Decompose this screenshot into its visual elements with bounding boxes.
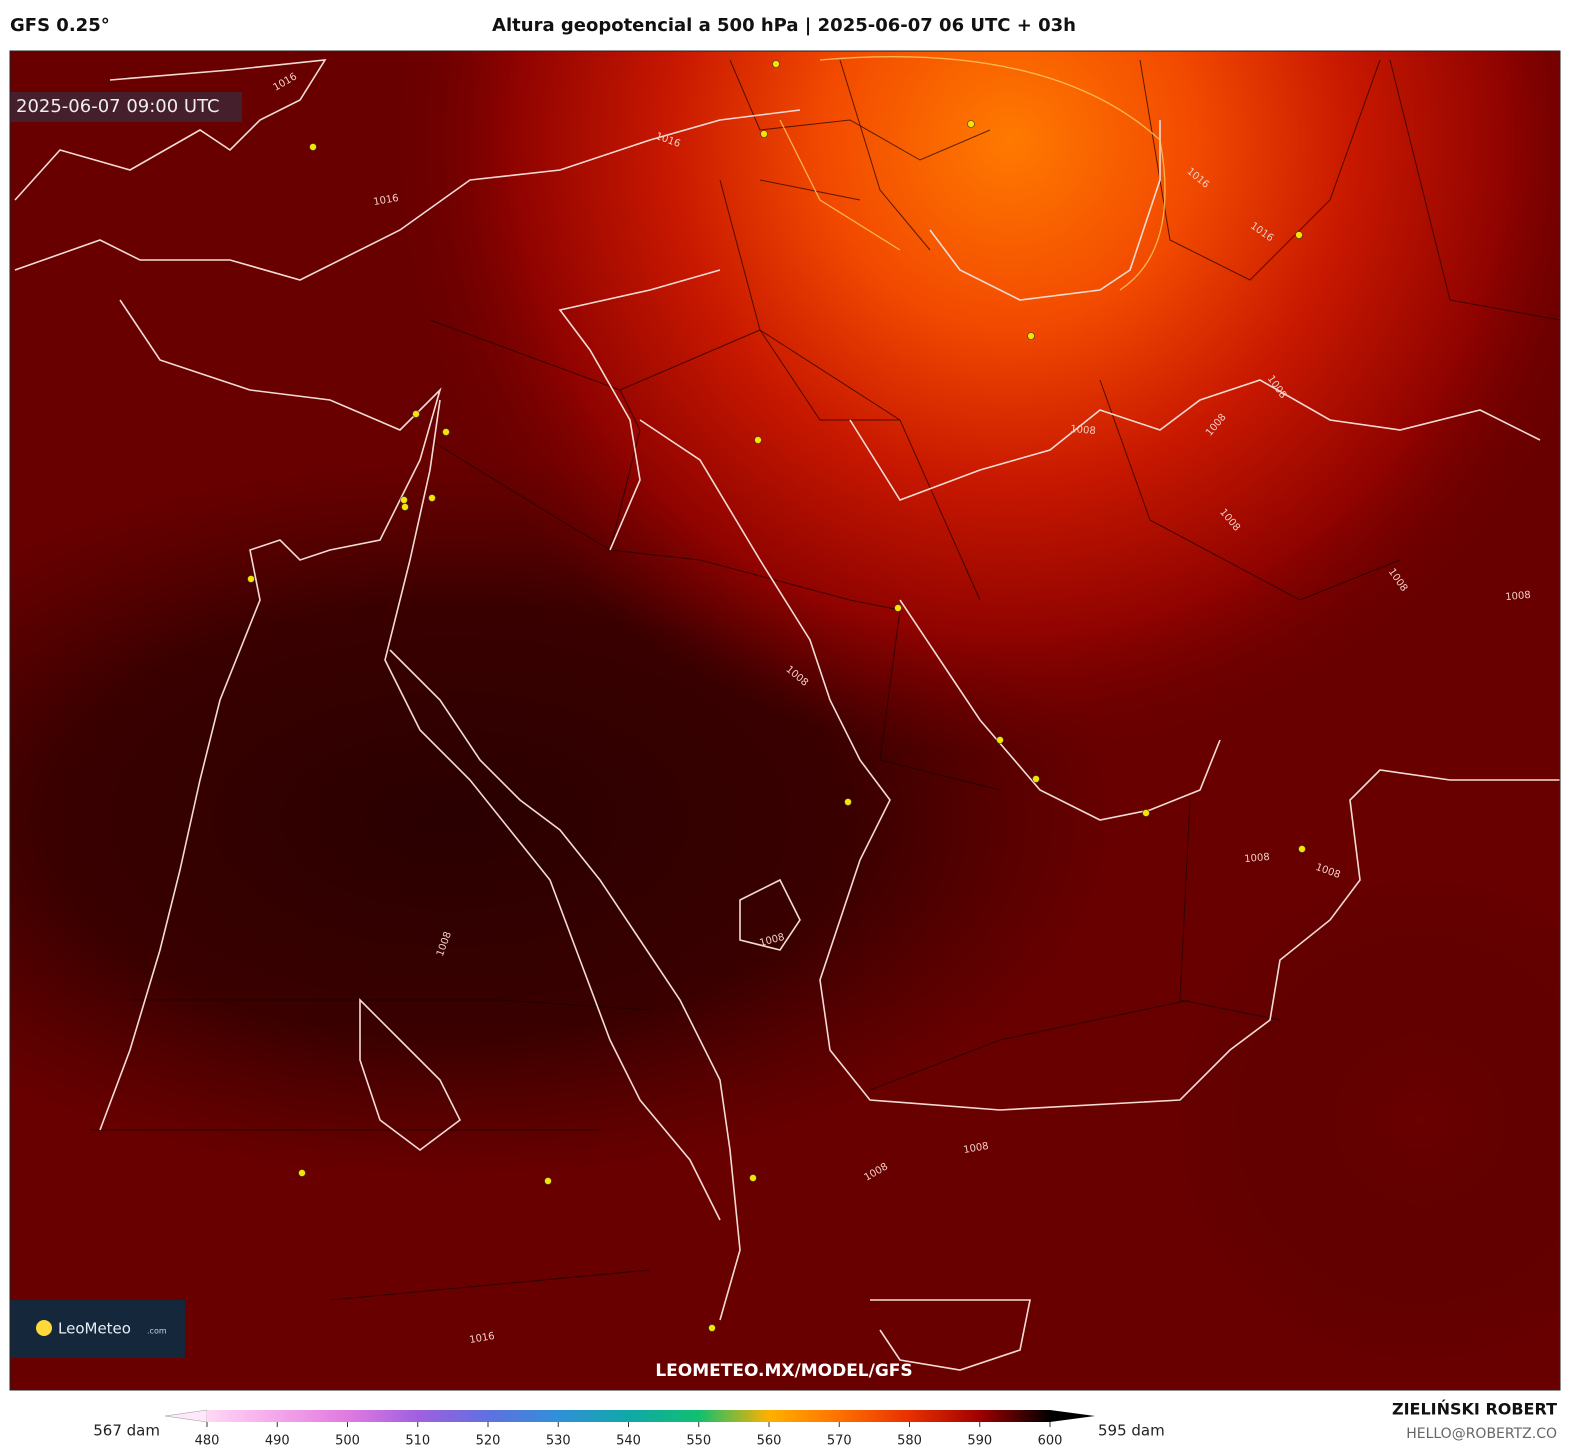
city-marker [996,736,1004,744]
colorbar-tick-label: 560 [757,1434,782,1449]
isobar-label: 1016 [373,193,400,208]
colorbar-tick-label: 530 [546,1434,571,1449]
city-marker [428,494,436,502]
city-marker [1295,231,1303,239]
city-marker [1027,332,1035,340]
city-marker [749,1174,757,1182]
city-marker [894,604,902,612]
colorbar-tick-label: 520 [476,1434,501,1449]
city-marker [967,120,975,128]
city-marker [844,798,852,806]
city-marker [412,410,420,418]
city-marker [442,428,450,436]
city-marker [309,143,317,151]
colorbar-tick-label: 570 [827,1434,852,1449]
colorbar-tick-label: 600 [1038,1434,1063,1449]
model-name: GFS 0.25° [10,15,110,36]
city-marker [754,436,762,444]
colorbar: 480 490 500 510 520 530 540 550 560 570 580 590 600 [164,1409,1095,1449]
city-marker [1142,809,1150,817]
isobar-label: 1008 [1244,852,1270,865]
colorbar-max-label: 595 dam [1098,1422,1165,1440]
logo-name: LeoMeteo [58,1320,131,1338]
isobar-label: 1008 [963,1141,990,1156]
city-marker [298,1169,306,1177]
map-title: Altura geopotencial a 500 hPa | 2025-06-… [492,15,1076,36]
colorbar-tick-label: 550 [686,1434,711,1449]
colorbar-tick-label: 490 [265,1434,290,1449]
city-marker [708,1324,716,1332]
city-marker [247,575,255,583]
timestamp: 2025-06-07 09:00 UTC [16,96,220,117]
email: HELLO@ROBERTZ.CO [1406,1426,1557,1442]
author: ZIELIŃSKI ROBERT [1392,1400,1557,1419]
colorbar-tick-label: 510 [405,1434,430,1449]
city-marker [401,503,409,511]
city-marker [772,60,780,68]
colorbar-tick-label: 480 [195,1434,220,1449]
city-marker [400,496,408,504]
colorbar-tick-label: 590 [967,1434,992,1449]
isobar-label: 1016 [469,1331,496,1346]
colorbar-tick-label: 500 [335,1434,360,1449]
logo-suffix: .com [147,1327,167,1336]
colorbar-min-label: 567 dam [93,1422,160,1440]
isobar-label: 1008 [1505,590,1531,603]
city-marker [1032,775,1040,783]
city-marker [1298,845,1306,853]
isobar-label: 1008 [1070,424,1096,437]
colorbar-tick-label: 580 [897,1434,922,1449]
city-marker [544,1177,552,1185]
watermark: LEOMETEO.MX/MODEL/GFS [655,1361,912,1381]
colorbar-tick-label: 540 [616,1434,641,1449]
city-marker [760,130,768,138]
